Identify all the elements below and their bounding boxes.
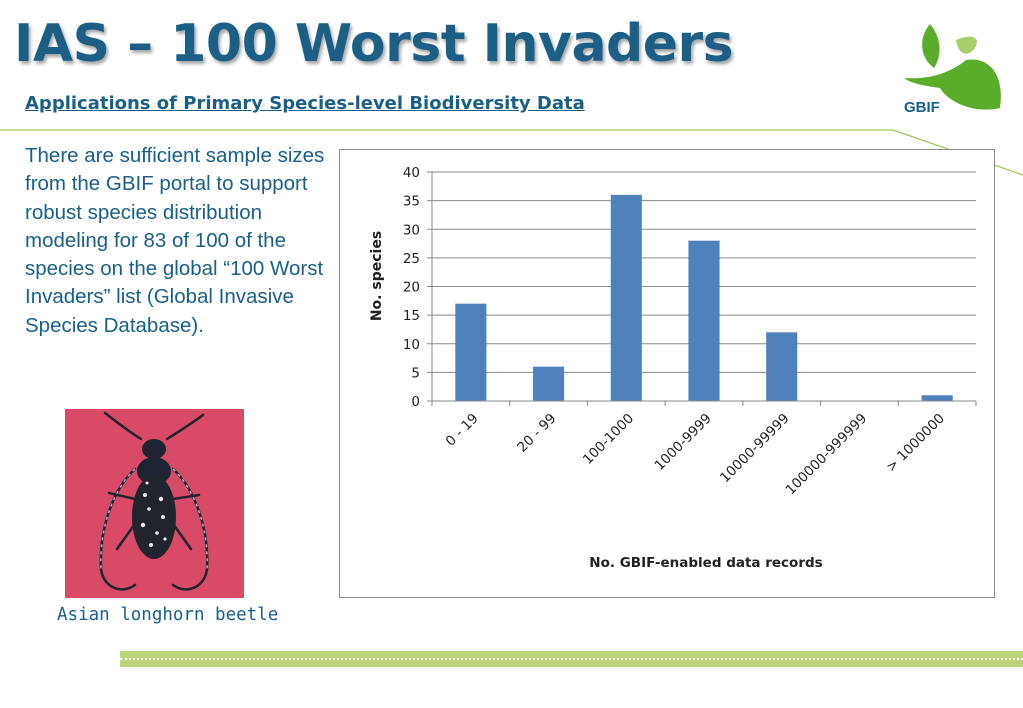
slide-title: IAS – 100 Worst Invaders [14, 14, 734, 74]
slide-subtitle: Applications of Primary Species-level Bi… [25, 93, 585, 114]
bar [766, 332, 798, 401]
x-tick-label: 0 - 19 [443, 411, 482, 450]
bar [921, 395, 953, 401]
bars [455, 194, 953, 401]
logo-swoosh-icon [904, 59, 1001, 110]
y-tick-label: 35 [403, 194, 420, 210]
x-tick-label: 100-1000 [580, 411, 637, 468]
gbif-logo: GBIF [904, 24, 1001, 116]
beetle-illustration [99, 411, 209, 591]
bar [455, 303, 487, 401]
chart-container: 0 5 10 15 20 25 30 35 40 0 - 19 20 - 99 100-1000 100… [339, 149, 995, 598]
logo-small-leaf-icon [956, 36, 977, 54]
x-axis-label: No. GBIF-enabled data records [589, 555, 822, 571]
y-axis-label: No. species [369, 231, 385, 321]
body-paragraph: There are sufficient sample sizes from t… [25, 144, 325, 337]
x-tick-label: 10000-99999 [717, 411, 792, 486]
y-tick-label: 15 [403, 308, 420, 324]
footer-band [120, 651, 1023, 667]
beetle-photo [65, 409, 244, 598]
y-tick-label: 0 [411, 394, 420, 410]
bar [610, 194, 642, 401]
x-tick-label: 20 - 99 [514, 411, 559, 456]
photo-caption: Asian longhorn beetle [57, 605, 279, 625]
x-tick-label: > 1000000 [883, 411, 948, 476]
y-tick-label: 30 [403, 222, 420, 238]
logo-leaf-icon [922, 24, 940, 68]
y-tick-label: 10 [403, 337, 420, 353]
bar [688, 240, 720, 401]
x-tick-label: 100000-999999 [783, 411, 871, 499]
bar [533, 366, 565, 401]
y-tick-label: 25 [403, 251, 420, 267]
x-tick-label: 1000-9999 [651, 411, 714, 474]
y-tick-label: 40 [403, 165, 420, 181]
logo-text: GBIF [904, 99, 940, 116]
y-tick-label: 5 [411, 365, 420, 381]
y-tick-label: 20 [403, 280, 420, 296]
